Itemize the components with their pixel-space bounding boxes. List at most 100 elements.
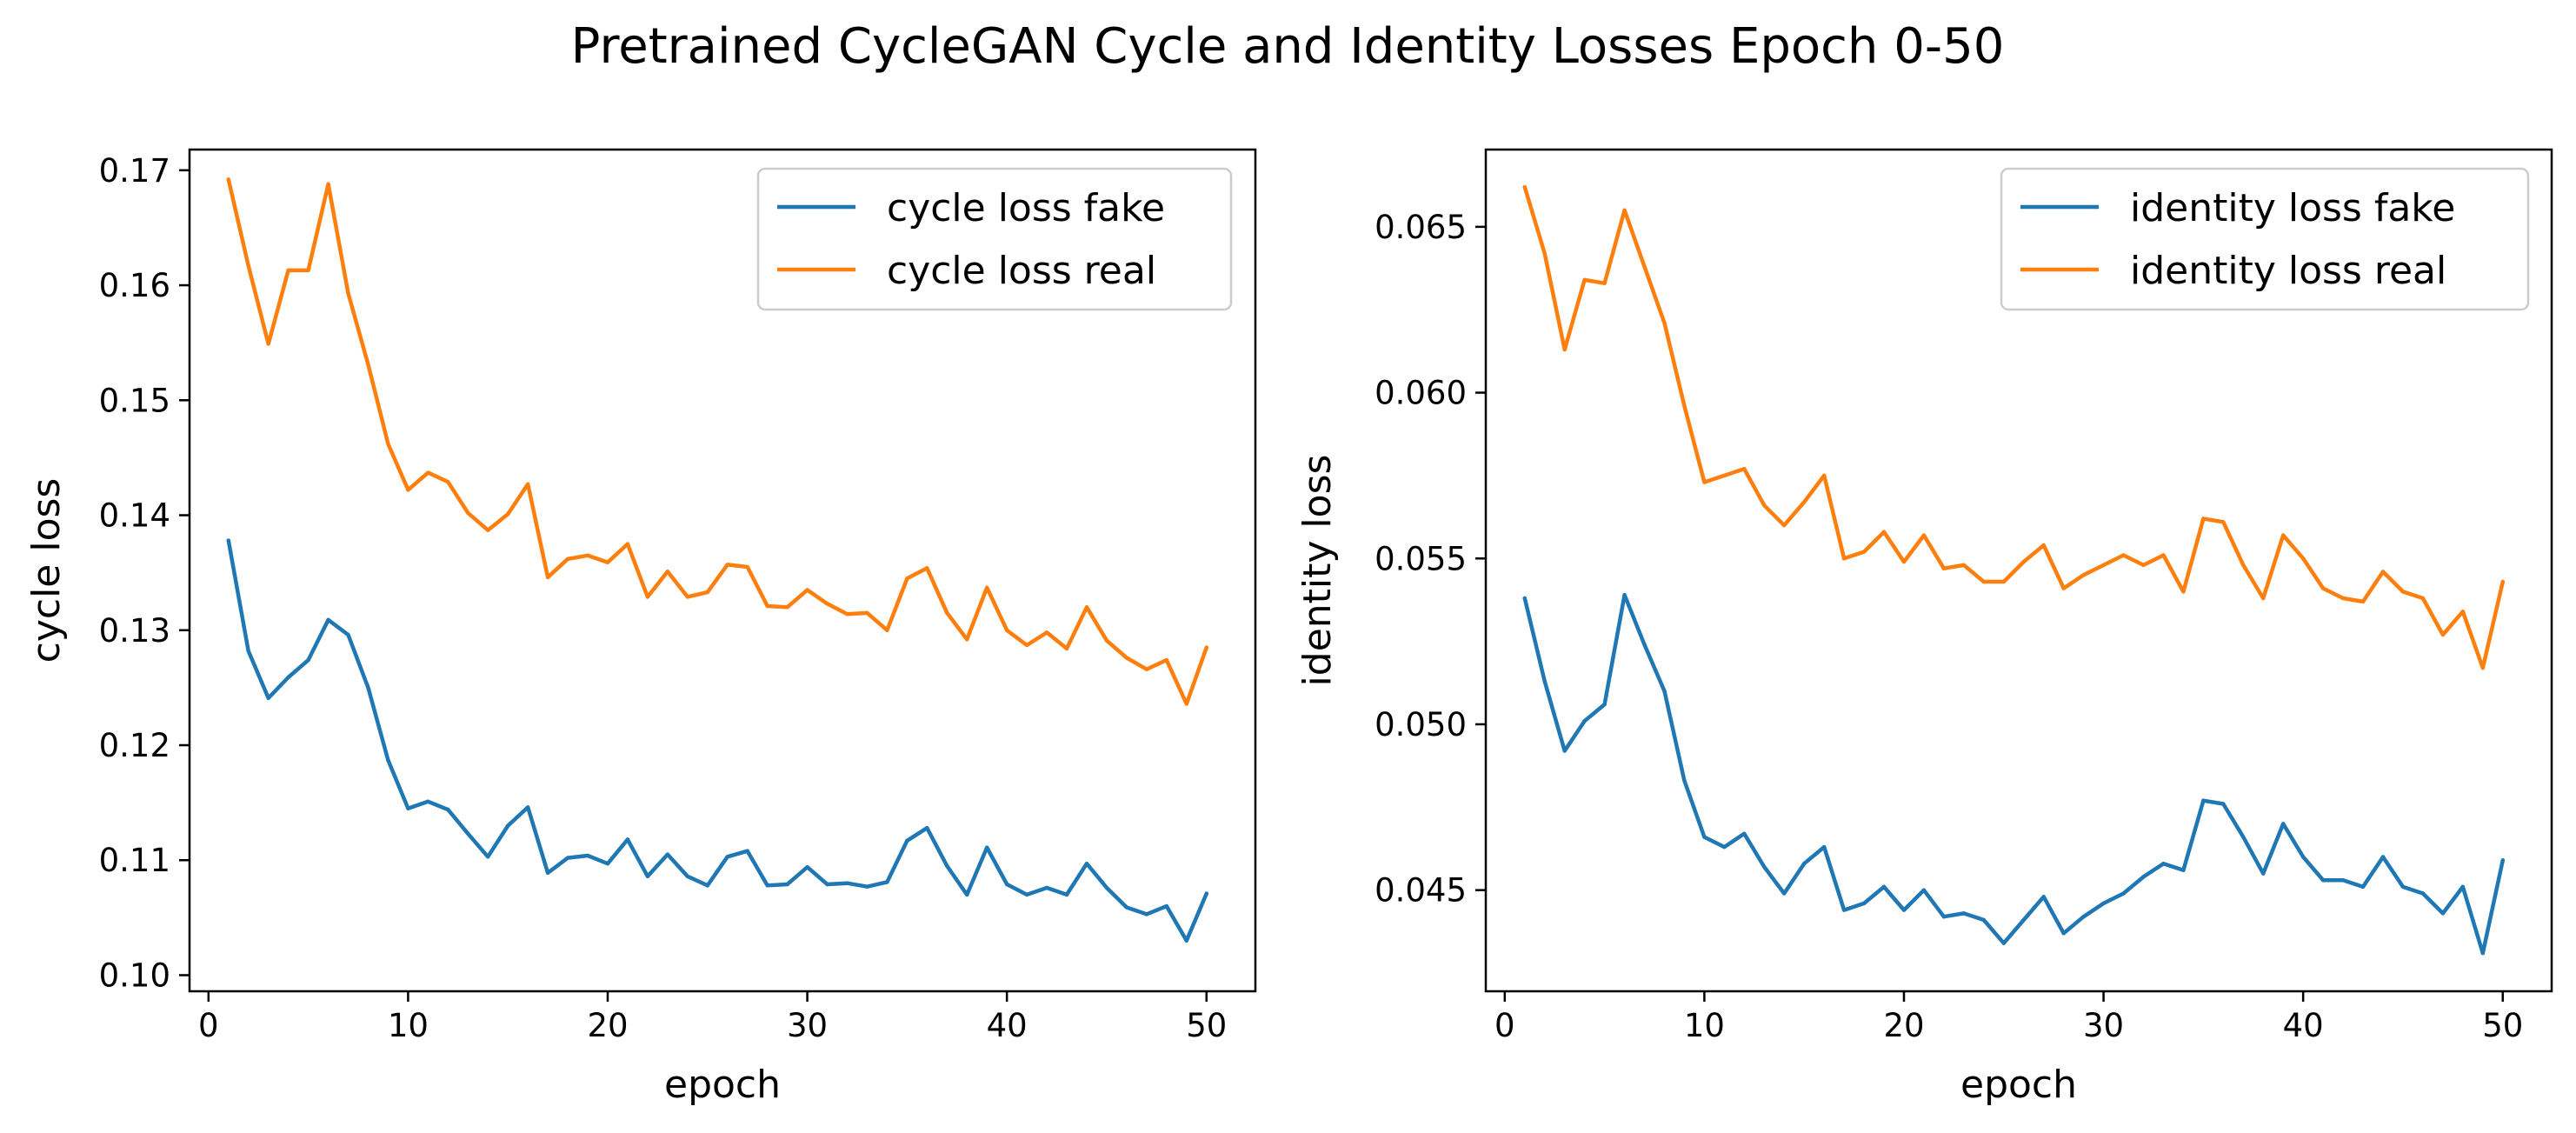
data-point xyxy=(2001,579,2006,584)
data-point xyxy=(1662,689,1667,694)
x-axis-label: epoch xyxy=(664,1063,781,1107)
data-point xyxy=(845,612,849,616)
series-points-identity-loss-fake xyxy=(1522,593,2505,956)
data-point xyxy=(1582,718,1587,723)
data-point xyxy=(2480,950,2485,956)
data-point xyxy=(406,488,410,492)
data-point xyxy=(2081,914,2086,919)
data-point xyxy=(2261,871,2266,876)
data-point xyxy=(2440,632,2446,637)
data-point xyxy=(2400,590,2406,594)
data-point xyxy=(1522,184,1527,190)
data-point xyxy=(1981,579,1987,584)
data-point xyxy=(2300,557,2306,561)
data-point xyxy=(366,685,370,690)
data-point xyxy=(1901,559,1907,564)
data-point xyxy=(725,855,729,859)
data-point xyxy=(1682,403,1687,409)
data-point xyxy=(1642,643,1647,647)
data-point xyxy=(2500,579,2505,584)
data-point xyxy=(1841,557,1847,561)
data-point xyxy=(446,479,450,484)
data-point xyxy=(1542,251,1547,256)
data-point xyxy=(2360,599,2366,604)
data-point xyxy=(1742,831,1747,836)
data-point xyxy=(905,576,909,581)
data-point xyxy=(2300,855,2306,859)
data-point xyxy=(725,563,729,567)
data-point xyxy=(925,826,929,830)
data-point xyxy=(925,566,929,570)
y-tick-label: 0.16 xyxy=(99,267,170,304)
data-point xyxy=(1821,473,1827,478)
x-axis-label: epoch xyxy=(1960,1063,2077,1107)
legend-label: cycle loss real xyxy=(887,249,1156,293)
data-point xyxy=(1921,888,1927,892)
y-tick-label: 0.065 xyxy=(1375,209,1467,246)
data-point xyxy=(645,595,650,599)
series-points-cycle-loss-fake xyxy=(226,538,1208,943)
data-point xyxy=(1921,533,1927,537)
x-tick-label: 20 xyxy=(1883,1007,1924,1044)
data-point xyxy=(505,823,510,828)
data-point xyxy=(985,585,989,590)
data-point xyxy=(625,542,630,546)
data-point xyxy=(466,831,470,836)
data-point xyxy=(2340,596,2346,601)
data-point xyxy=(1881,530,1887,534)
data-point xyxy=(1004,882,1009,887)
x-tick-label: 50 xyxy=(2482,1007,2523,1044)
data-point xyxy=(446,807,450,812)
data-point xyxy=(705,883,709,888)
data-point xyxy=(565,557,570,561)
data-point xyxy=(2380,570,2386,574)
data-point xyxy=(1024,892,1029,897)
data-point xyxy=(1024,643,1029,648)
data-point xyxy=(1562,749,1567,753)
x-tick-label: 20 xyxy=(587,1007,628,1044)
data-point xyxy=(1204,645,1208,650)
data-point xyxy=(346,291,350,296)
data-point xyxy=(965,637,969,642)
data-point xyxy=(1184,702,1188,706)
series-points-cycle-loss-real xyxy=(226,177,1208,706)
data-point xyxy=(1124,656,1129,660)
data-point xyxy=(2460,610,2466,614)
data-point xyxy=(2440,911,2446,916)
data-point xyxy=(665,570,670,574)
series-line-identity-loss-fake xyxy=(1522,592,2506,956)
data-point xyxy=(1602,702,1607,707)
data-point xyxy=(2380,855,2386,859)
data-point xyxy=(2021,917,2026,923)
data-point xyxy=(865,884,869,889)
data-point xyxy=(765,603,769,609)
data-point xyxy=(2320,586,2326,590)
data-point xyxy=(2221,802,2226,806)
data-point xyxy=(486,528,490,532)
data-point xyxy=(1702,835,1707,839)
y-tick-label: 0.17 xyxy=(99,152,170,190)
x-tick-label: 40 xyxy=(987,1007,1028,1044)
series-line-identity-loss-real xyxy=(1522,184,2506,670)
data-point xyxy=(1841,908,1847,912)
y-tick-label: 0.15 xyxy=(99,382,170,419)
data-point xyxy=(246,263,250,268)
data-point xyxy=(346,632,350,637)
legend-box xyxy=(756,167,1233,311)
data-point xyxy=(825,602,829,606)
legend-label: identity loss fake xyxy=(2130,186,2455,230)
data-point xyxy=(2041,543,2046,548)
data-point xyxy=(525,805,530,810)
data-point xyxy=(685,595,690,599)
data-point xyxy=(386,442,390,446)
data-point xyxy=(2141,563,2146,568)
data-point xyxy=(406,806,410,810)
data-point xyxy=(1104,885,1109,890)
data-point xyxy=(1961,563,1967,568)
data-point xyxy=(366,363,370,367)
y-axis-label: identity loss xyxy=(1295,455,1340,687)
data-point xyxy=(1662,321,1667,325)
data-point xyxy=(1722,473,1727,478)
data-point xyxy=(2400,884,2406,890)
